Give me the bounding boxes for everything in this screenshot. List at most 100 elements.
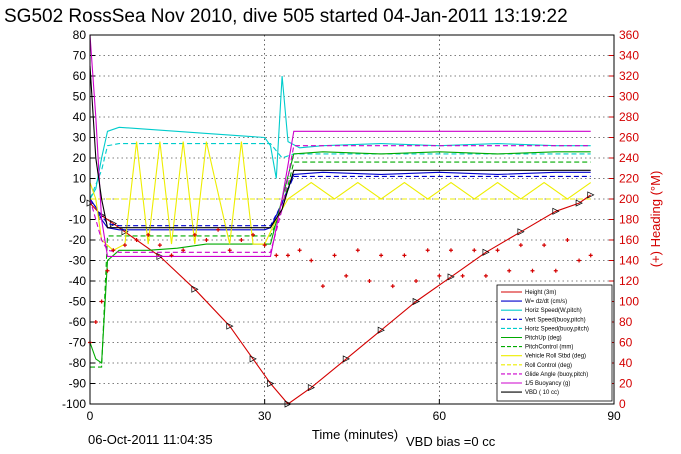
heading-point	[285, 253, 290, 258]
heading-point	[472, 248, 477, 253]
right-axis-label: (+) Heading (°M)	[648, 171, 663, 268]
legend-entry: Height (3m)	[525, 290, 556, 296]
legend: Height (3m) W= dz/dt (cm/s) Horiz Speed(W,…	[496, 284, 613, 402]
left-tick-label: 50	[73, 90, 87, 104]
left-tick-label: -70	[69, 336, 87, 350]
right-tick-label: 160	[619, 233, 639, 247]
heading-point	[297, 248, 302, 253]
right-tick-label: 320	[619, 69, 639, 83]
x-tick-label: 60	[433, 409, 447, 423]
left-tick-label: 0	[79, 192, 86, 206]
heading-point	[239, 238, 244, 242]
legend-entry: 1/5 Buoyancy (g)	[525, 381, 570, 387]
heading-point	[216, 227, 221, 232]
right-tick-label: 60	[619, 336, 633, 350]
heading-point	[227, 248, 232, 253]
x-tick-label: 90	[607, 409, 621, 423]
right-tick-label: 40	[619, 356, 633, 370]
legend-entry: Roll Control (deg)	[525, 363, 572, 369]
left-tick-label: 70	[73, 49, 87, 63]
right-tick-label: 0	[619, 397, 626, 411]
height-marker	[307, 384, 316, 392]
heading-point	[157, 243, 162, 248]
heading-point	[379, 253, 384, 258]
right-tick-label: 180	[619, 213, 639, 227]
chart-title: SG502 RossSea Nov 2010, dive 505 started…	[4, 6, 568, 27]
heading-point	[169, 253, 174, 258]
heading-point	[565, 238, 570, 242]
heading-point	[251, 232, 256, 237]
right-y-axis: 0 20 40 60 80 100 120 140 160 180 200 220 240 260 280 3…	[609, 28, 639, 411]
x-tick-label: 30	[258, 409, 272, 423]
heading-series	[88, 227, 593, 345]
legend-box	[496, 284, 613, 402]
footer-vbd-bias: VBD bias =0 cc	[406, 434, 496, 449]
left-tick-label: -90	[69, 377, 87, 391]
heading-point	[577, 258, 582, 263]
left-tick-label: -60	[69, 315, 87, 329]
left-tick-label: -40	[69, 274, 87, 288]
left-tick-label: -80	[69, 356, 87, 370]
legend-entry: VBD ( 10 cc)	[525, 390, 559, 396]
height-marker	[517, 228, 525, 236]
left-tick-label: 60	[73, 69, 87, 83]
height-marker	[412, 297, 420, 306]
series-line-6	[90, 161, 591, 368]
heading-point	[495, 248, 500, 253]
heading-point	[355, 248, 360, 253]
heading-point	[181, 248, 186, 253]
heading-point	[99, 299, 104, 304]
plot-frame	[89, 34, 615, 405]
left-tick-label: -10	[69, 213, 87, 227]
right-tick-label: 280	[619, 110, 639, 124]
height-marker	[191, 285, 199, 293]
heading-point	[448, 248, 453, 253]
heading-point	[402, 253, 407, 258]
height-marker	[267, 379, 275, 388]
height-marker	[342, 355, 350, 363]
heading-point	[320, 284, 325, 289]
legend-entry: W= dz/dt (cm/s)	[525, 299, 567, 305]
heading-point	[588, 253, 593, 258]
heading-point	[111, 248, 116, 253]
height-marker	[552, 207, 560, 215]
footer-timestamp: 06-Oct-2011 11:04:35	[88, 432, 213, 447]
heading-point	[542, 243, 547, 248]
height-marker	[482, 248, 490, 256]
heading-point	[414, 279, 419, 283]
series-line-10	[89, 34, 591, 257]
right-tick-label: 100	[619, 295, 639, 309]
legend-entry: Glide Angle (buoy,pitch)	[525, 372, 588, 378]
heading-point	[146, 232, 151, 237]
right-tick-label: 220	[619, 172, 639, 186]
right-tick-label: 140	[619, 254, 639, 268]
right-tick-label: 200	[619, 192, 639, 206]
heading-point	[274, 253, 279, 258]
right-tick-label: 240	[619, 151, 639, 165]
left-tick-label: -30	[69, 254, 87, 268]
heading-point	[105, 268, 110, 273]
right-tick-label: 300	[619, 90, 639, 104]
height-marker	[587, 191, 595, 199]
left-tick-label: -50	[69, 295, 87, 309]
heading-point	[332, 253, 337, 258]
heading-point	[344, 273, 349, 278]
x-axis-label: Time (minutes)	[312, 427, 398, 442]
left-tick-label: 30	[73, 131, 87, 145]
heading-point	[390, 284, 395, 289]
heading-point	[134, 238, 139, 242]
left-tick-label: 80	[73, 28, 87, 42]
right-tick-label: 80	[619, 315, 633, 329]
left-tick-label: 40	[73, 110, 87, 124]
series-line-11	[89, 65, 591, 229]
legend-entry: Vehicle Roll Stbd (deg)	[525, 354, 586, 360]
right-tick-label: 120	[619, 274, 639, 288]
height-marker	[226, 322, 234, 330]
heading-point	[93, 320, 98, 324]
legend-entry: PitchControl (mm)	[525, 345, 573, 351]
left-tick-label: 10	[73, 172, 87, 186]
heading-point	[437, 273, 442, 278]
legend-entry: Vert Speed(buoy,pitch)	[525, 317, 586, 323]
right-tick-label: 260	[619, 131, 639, 145]
